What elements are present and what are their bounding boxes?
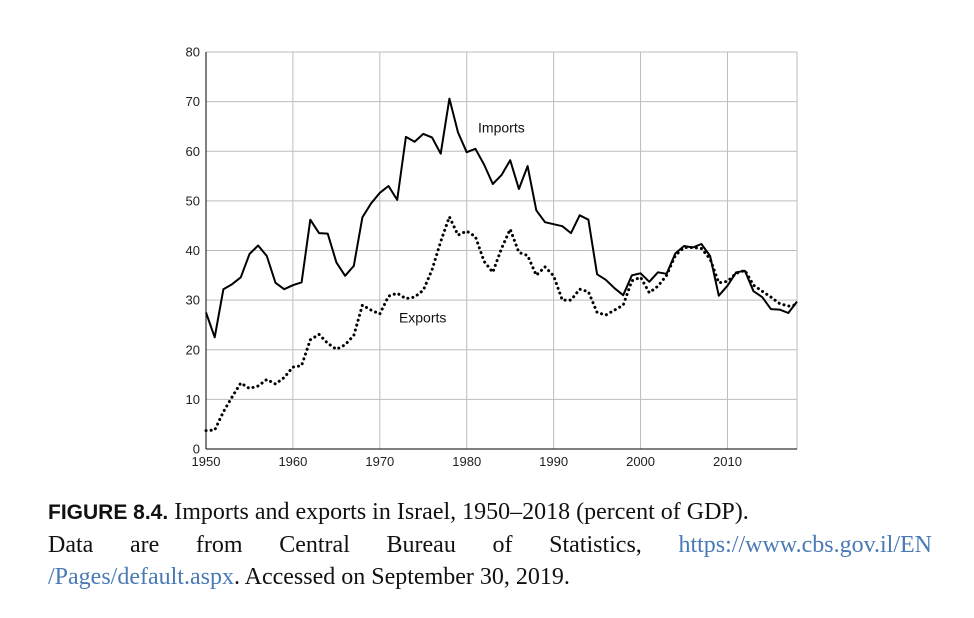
x-tick-label: 1980	[452, 454, 481, 469]
caption-source: Data are from Central Bureau of Statisti…	[48, 532, 642, 558]
y-tick-label: 10	[186, 392, 200, 407]
caption-line-1: FIGURE 8.4. Imports and exports in Israe…	[48, 496, 932, 529]
series-exports-line	[204, 215, 799, 433]
y-tick-label: 40	[186, 243, 200, 258]
x-tick-label: 2000	[626, 454, 655, 469]
y-tick-label: 30	[186, 293, 200, 308]
caption-title: Imports and exports in Israel, 1950–2018…	[168, 499, 749, 525]
line-chart: 0 10 20 30 40 50 60 70 80 1950 1960 1970 1980 1990 200…	[186, 45, 799, 470]
caption-line-2: Data are from Central Bureau of Statisti…	[48, 529, 932, 561]
caption-accessed: . Accessed on September 30, 2019.	[233, 564, 570, 590]
y-tick-label: 60	[186, 144, 200, 159]
figure-label: FIGURE 8.4.	[48, 501, 169, 524]
caption-line-3: /Pages/default.aspx. Accessed on Septemb…	[48, 561, 932, 593]
y-tick-label: 20	[186, 342, 200, 357]
series-annotations: Imports Exports	[399, 119, 525, 325]
y-tick-label: 0	[193, 442, 200, 457]
source-link-part-1[interactable]: https://www.cbs.gov.il/EN	[678, 532, 932, 558]
tick-labels: 0 10 20 30 40 50 60 70 80 1950 1960 1970 1980 1990 200…	[186, 45, 742, 470]
x-tick-label: 1950	[192, 454, 221, 469]
axes	[205, 52, 797, 450]
y-tick-label: 50	[186, 193, 200, 208]
series-lines	[204, 97, 799, 433]
y-tick-label: 70	[186, 94, 200, 109]
source-link-part-2[interactable]: /Pages/default.aspx	[48, 564, 234, 590]
x-tick-label: 2010	[713, 454, 742, 469]
series-imports-line	[205, 97, 798, 339]
annotation-exports: Exports	[399, 309, 446, 325]
x-tick-label: 1970	[365, 454, 394, 469]
grid	[206, 51, 798, 449]
annotation-imports: Imports	[478, 119, 525, 135]
figure-caption: FIGURE 8.4. Imports and exports in Israe…	[48, 496, 932, 593]
x-tick-label: 1960	[278, 454, 307, 469]
y-tick-label: 80	[186, 45, 200, 60]
x-tick-label: 1990	[539, 454, 568, 469]
